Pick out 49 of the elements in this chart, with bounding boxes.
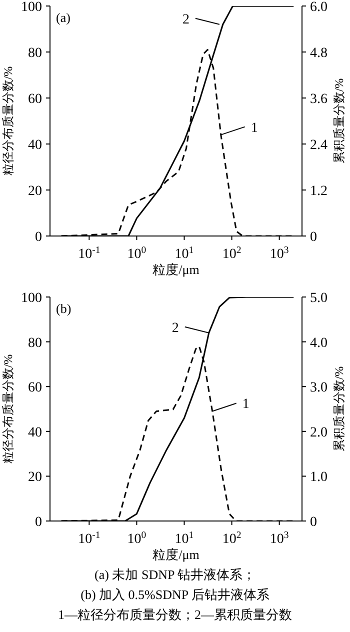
y2-tick-label: 4.0 bbox=[310, 336, 328, 351]
y2-tick-label: 1.2 bbox=[310, 184, 328, 199]
y2-tick-label: 3.6 bbox=[310, 92, 328, 107]
y-axis-title: 粒径分布质量分数/% bbox=[1, 354, 15, 464]
y-tick-label: 80 bbox=[28, 46, 42, 61]
text: (b) 加入 0.5%SDNP 后钻井液体系 bbox=[80, 586, 270, 604]
x-tick-label: 10$^{3}$ bbox=[270, 244, 289, 262]
y-tick-label: 40 bbox=[28, 425, 42, 440]
y-tick-label: 100 bbox=[21, 0, 42, 15]
annotation: 2 bbox=[172, 320, 179, 336]
y2-tick-label: 0 bbox=[310, 230, 317, 245]
x-axis-title: 粒度/μm bbox=[152, 262, 200, 277]
y-tick-label: 20 bbox=[28, 184, 42, 199]
y-axis-title: 粒径分布质量分数/% bbox=[1, 66, 15, 176]
annotation: 1 bbox=[250, 120, 258, 136]
y2-tick-label: 1.0 bbox=[310, 470, 328, 486]
x-tick-label: 10$^{-1}$ bbox=[78, 244, 100, 262]
y-tick-label: 60 bbox=[28, 380, 42, 396]
y-tick-label: 100 bbox=[21, 291, 42, 306]
y2-tick-label: 2.4 bbox=[310, 138, 328, 153]
y2-axis-title: 累积质量分数/% bbox=[332, 78, 346, 164]
text: 1—粒径分布质量分数；2—累积质量分数 bbox=[57, 606, 293, 624]
annotation: 2 bbox=[182, 12, 190, 28]
y2-tick-label: 0 bbox=[310, 515, 317, 530]
y-tick-label: 40 bbox=[28, 138, 42, 153]
x-tick-label: 10$^{0}$ bbox=[127, 244, 146, 262]
y2-axis-title: 累积质量分数/% bbox=[332, 366, 346, 452]
annotation: (b) bbox=[56, 301, 72, 316]
y-tick-label: 60 bbox=[28, 92, 42, 107]
x-tick-label: 10$^{-1}$ bbox=[78, 530, 100, 547]
y2-tick-label: 2.0 bbox=[310, 425, 328, 440]
annotation: 1 bbox=[242, 397, 250, 412]
x-axis-title: 粒度/μm bbox=[152, 547, 200, 562]
y2-tick-label: 4.8 bbox=[310, 46, 328, 61]
annotation: (a) bbox=[56, 10, 70, 25]
x-tick-label: 10$^{0}$ bbox=[127, 530, 146, 547]
y-tick-label: 80 bbox=[28, 336, 42, 351]
x-tick-label: 10$^{1}$ bbox=[174, 530, 194, 547]
text: (a) 未加 SDNP 钻井液体系； bbox=[94, 566, 256, 584]
x-tick-label: 10$^{3}$ bbox=[270, 530, 289, 547]
x-tick-label: 10$^{1}$ bbox=[174, 244, 194, 262]
y-tick-label: 20 bbox=[28, 470, 42, 486]
y2-tick-label: 5.0 bbox=[310, 291, 328, 306]
y2-tick-label: 6.0 bbox=[310, 0, 328, 15]
y-tick-label: 0 bbox=[35, 230, 42, 245]
x-tick-label: 10$^{2}$ bbox=[222, 530, 242, 547]
y-tick-label: 0 bbox=[35, 515, 42, 530]
x-tick-label: 10$^{2}$ bbox=[222, 244, 242, 262]
y2-tick-label: 3.0 bbox=[310, 380, 328, 396]
